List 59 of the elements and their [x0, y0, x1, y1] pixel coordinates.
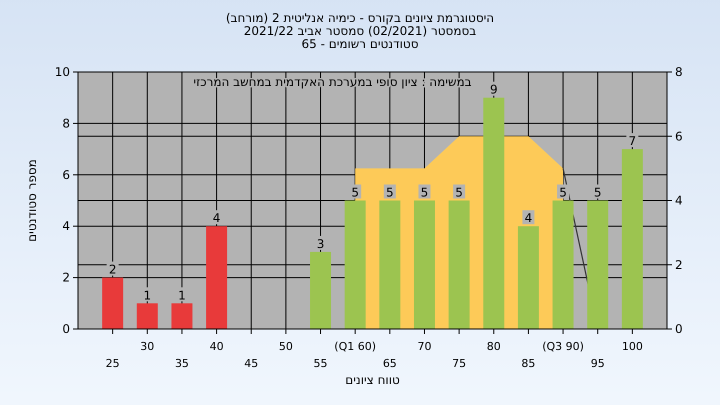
- x-tick-label: 70: [417, 340, 432, 353]
- bar: [518, 226, 539, 329]
- x-tick-label: 85: [521, 357, 536, 370]
- x-tick-label: 95: [590, 357, 605, 370]
- bar: [344, 200, 366, 329]
- bar: [206, 226, 228, 329]
- bar: [483, 98, 504, 329]
- y2-tick-label: 4: [675, 194, 683, 208]
- data-label: 5: [386, 186, 394, 200]
- bar: [102, 278, 124, 329]
- bar: [552, 200, 574, 329]
- bar: [414, 200, 435, 329]
- y-tick-label: 8: [62, 116, 70, 130]
- chart-title: היסטוגרמת ציונים בקורס - כימיה אנליטית 2 (מורחב) בסמסטר (02/2021) סמסטר אביב 2021/22: [226, 11, 494, 38]
- x-tick-label: 75: [452, 357, 466, 370]
- bar: [379, 200, 400, 329]
- y-tick-label: 2: [62, 270, 70, 285]
- y-axis-title: מספר סטודנטים: [25, 159, 39, 242]
- x-tick-label: 65: [382, 357, 397, 370]
- data-label: 4: [212, 211, 220, 226]
- bar: [622, 149, 643, 329]
- data-label: 5: [559, 186, 567, 200]
- x-tick-label: 45: [244, 357, 258, 370]
- x-tick-label: 25: [106, 357, 120, 370]
- data-label: 1: [143, 288, 152, 302]
- bar: [171, 303, 192, 329]
- y2-tick-label: 6: [675, 129, 683, 144]
- x-tick-label: 40: [210, 340, 224, 353]
- x-tick-label: 35: [174, 357, 189, 370]
- data-label: 2: [108, 262, 116, 277]
- data-label: 3: [316, 236, 324, 251]
- y-tick-label: 6: [62, 168, 70, 182]
- data-label: 9: [490, 82, 498, 97]
- data-label: 5: [594, 186, 602, 200]
- y2-tick-label: 8: [675, 65, 683, 79]
- x-tick-label: 100: [622, 340, 643, 353]
- y-tick-label: 10: [54, 65, 70, 79]
- x-axis-title: טווח ציונים: [345, 373, 400, 387]
- bar: [136, 303, 158, 329]
- data-label: 7: [628, 134, 636, 148]
- bar: [310, 252, 332, 329]
- data-label: 1: [178, 288, 186, 302]
- bar: [587, 200, 608, 329]
- x-tick-label: (Q1 60): [334, 340, 376, 353]
- y2-tick-label: 2: [675, 258, 683, 272]
- y2-tick-label: 0: [675, 322, 683, 336]
- x-tick-label: 30: [140, 340, 154, 353]
- x-tick-label: (Q3 90): [542, 340, 584, 353]
- y-tick-label: 4: [62, 219, 70, 234]
- x-tick-label: 50: [278, 340, 293, 353]
- x-tick-label: 55: [314, 357, 328, 370]
- x-tick-label: 80: [486, 340, 501, 353]
- data-label: 5: [455, 186, 463, 200]
- data-label: 4: [524, 211, 532, 226]
- y-tick-label: 0: [62, 322, 70, 336]
- chart-subtitle: סטודנטים רשומים - 65: [301, 37, 419, 51]
- data-label: 5: [420, 186, 428, 200]
- data-label: 5: [351, 186, 359, 200]
- bar: [448, 200, 470, 329]
